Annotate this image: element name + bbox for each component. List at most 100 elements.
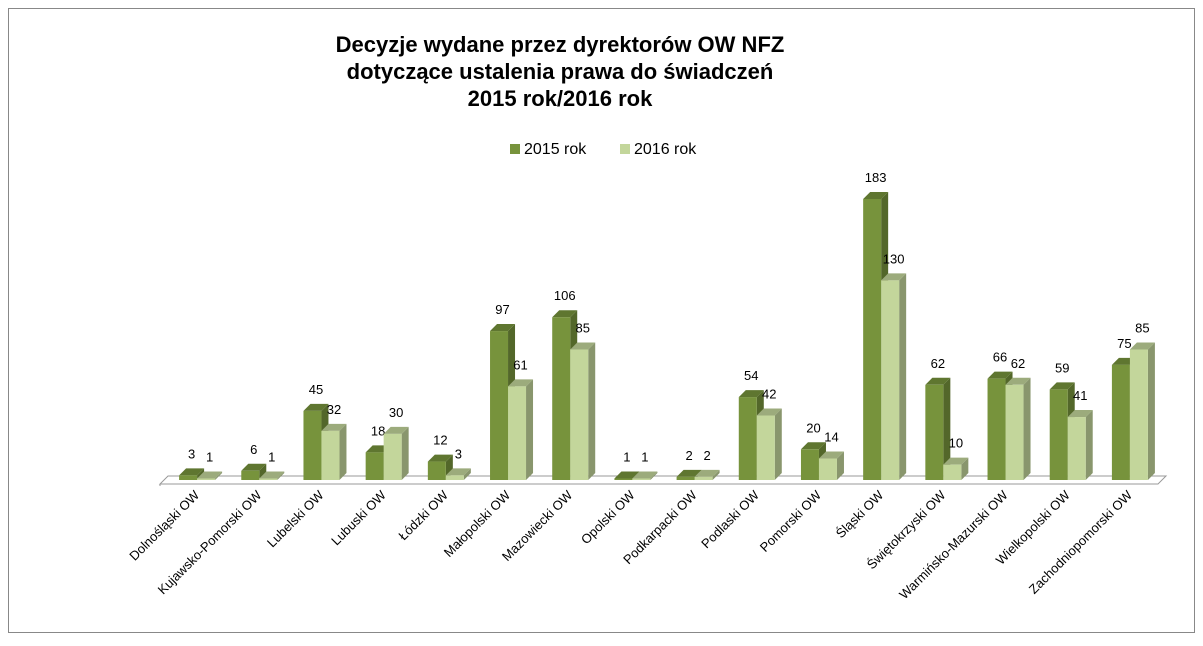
bar-top: [925, 377, 951, 385]
bar-top: [259, 471, 285, 479]
data-label: 2: [703, 448, 710, 463]
bar-side: [339, 423, 347, 480]
bar-side: [712, 469, 720, 480]
bar-top: [818, 451, 844, 459]
title-line: dotyczące ustalenia prawa do świadczeń: [347, 59, 774, 84]
bar-side: [943, 377, 951, 480]
bar-top: [1005, 377, 1031, 385]
bar-side: [463, 468, 471, 480]
data-label: 1: [206, 449, 213, 464]
bar-side: [1085, 410, 1093, 480]
bar: [818, 458, 837, 480]
data-label: 30: [389, 405, 403, 420]
bar-top: [756, 408, 782, 416]
chart-title: Decyzje wydane przez dyrektorów OW NFZdo…: [336, 32, 785, 111]
bar-top: [1067, 410, 1093, 418]
data-label: 54: [744, 368, 758, 383]
bar-side: [961, 457, 969, 480]
bar-side: [588, 342, 596, 480]
bar-top: [676, 469, 702, 477]
bar-top: [241, 463, 267, 471]
data-label: 61: [513, 357, 527, 372]
bar-top: [738, 390, 764, 398]
bar-top: [863, 192, 889, 199]
data-label: 18: [371, 423, 385, 438]
chart-border: [8, 8, 1195, 633]
bar-top: [445, 468, 471, 476]
bar-top: [614, 471, 640, 479]
bar: [490, 331, 509, 480]
bar-top: [427, 454, 453, 462]
bar-side: [526, 379, 534, 480]
bar: [259, 478, 278, 480]
bar: [614, 478, 633, 480]
bar: [1129, 349, 1148, 480]
bar-top: [490, 324, 516, 332]
bar: [694, 476, 713, 480]
data-label: 32: [327, 402, 341, 417]
bar: [365, 452, 384, 480]
data-label: 3: [455, 446, 462, 461]
data-label: 97: [495, 302, 509, 317]
legend-swatch: [510, 144, 520, 154]
bar: [863, 199, 882, 480]
bar: [738, 397, 757, 480]
bar: [197, 478, 216, 480]
bar: [925, 384, 944, 480]
bar-side: [1023, 377, 1031, 480]
legend-label: 2016 rok: [634, 141, 697, 158]
bar: [508, 386, 527, 480]
data-label: 1: [641, 449, 648, 464]
bar-top: [881, 273, 907, 281]
data-label: 20: [806, 420, 820, 435]
data-label: 1: [623, 449, 630, 464]
data-label: 75: [1117, 336, 1131, 351]
data-label: 12: [433, 433, 447, 448]
bar-side: [899, 273, 907, 480]
bar-top: [552, 310, 578, 318]
bar-side: [774, 408, 782, 480]
data-label: 6: [250, 442, 257, 457]
bar: [632, 478, 651, 480]
data-label: 1: [268, 449, 275, 464]
bar-top: [179, 468, 205, 476]
bar: [383, 433, 402, 480]
bar: [987, 378, 1006, 480]
bar-top: [197, 471, 223, 479]
bar-top: [303, 403, 329, 411]
data-label: 85: [575, 320, 589, 335]
data-label: 130: [883, 251, 905, 266]
data-label: 14: [824, 430, 838, 445]
legend-label: 2015 rok: [524, 141, 587, 158]
bar-top: [943, 457, 969, 465]
data-label: 59: [1055, 360, 1069, 375]
bar: [881, 280, 900, 480]
bar: [943, 464, 962, 480]
data-label: 3: [188, 446, 195, 461]
bar: [321, 430, 340, 480]
bar-side: [401, 426, 409, 480]
bar: [552, 317, 571, 480]
bar: [1111, 364, 1130, 480]
bar: [445, 475, 464, 480]
bar: [1067, 417, 1086, 480]
title-line: Decyzje wydane przez dyrektorów OW NFZ: [336, 32, 785, 57]
data-label: 66: [993, 350, 1007, 365]
bar-top: [321, 423, 347, 431]
bar-top: [694, 469, 720, 477]
bar: [756, 415, 775, 480]
bar-side: [215, 471, 223, 480]
bar-side: [836, 451, 844, 480]
bar-top: [570, 342, 596, 350]
data-label: 106: [554, 288, 576, 303]
bar-side: [259, 463, 267, 480]
bar: [179, 475, 198, 480]
bar-side: [650, 471, 658, 480]
data-label: 2: [685, 448, 692, 463]
bar-top: [1049, 382, 1075, 390]
floor: [158, 475, 1168, 485]
data-label: 62: [931, 356, 945, 371]
bar-side: [1147, 342, 1155, 480]
bar: [303, 410, 322, 480]
